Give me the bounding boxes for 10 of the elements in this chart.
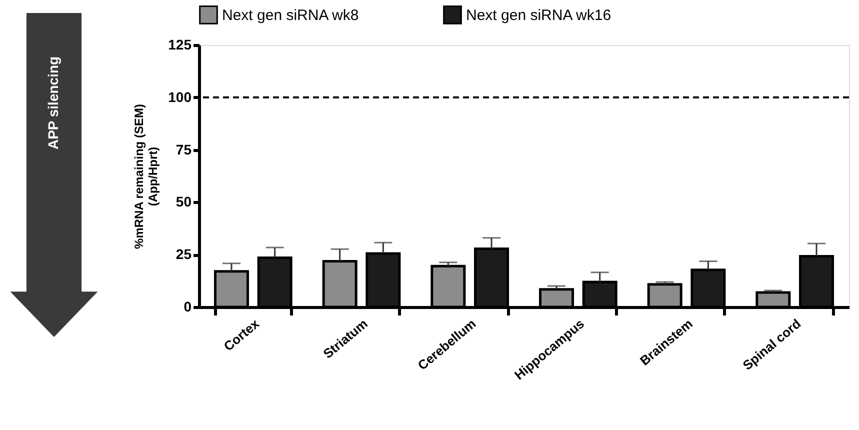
legend-label: Next gen siRNA wk8	[222, 6, 359, 24]
y-tick-label: 0	[184, 298, 192, 314]
y-tick-label: 50	[176, 194, 192, 210]
y-axis-title: %mRNA remaining (SEM) (App/Hprt)	[132, 104, 160, 249]
y-tick-label: 25	[176, 246, 192, 262]
y-tick-label: 75	[176, 141, 192, 158]
legend-label: Next gen siRNA wk16	[466, 6, 612, 24]
y-tick-label: 125	[168, 36, 192, 52]
y-tick-label: 100	[168, 88, 192, 105]
text: APP silencing	[45, 56, 61, 150]
